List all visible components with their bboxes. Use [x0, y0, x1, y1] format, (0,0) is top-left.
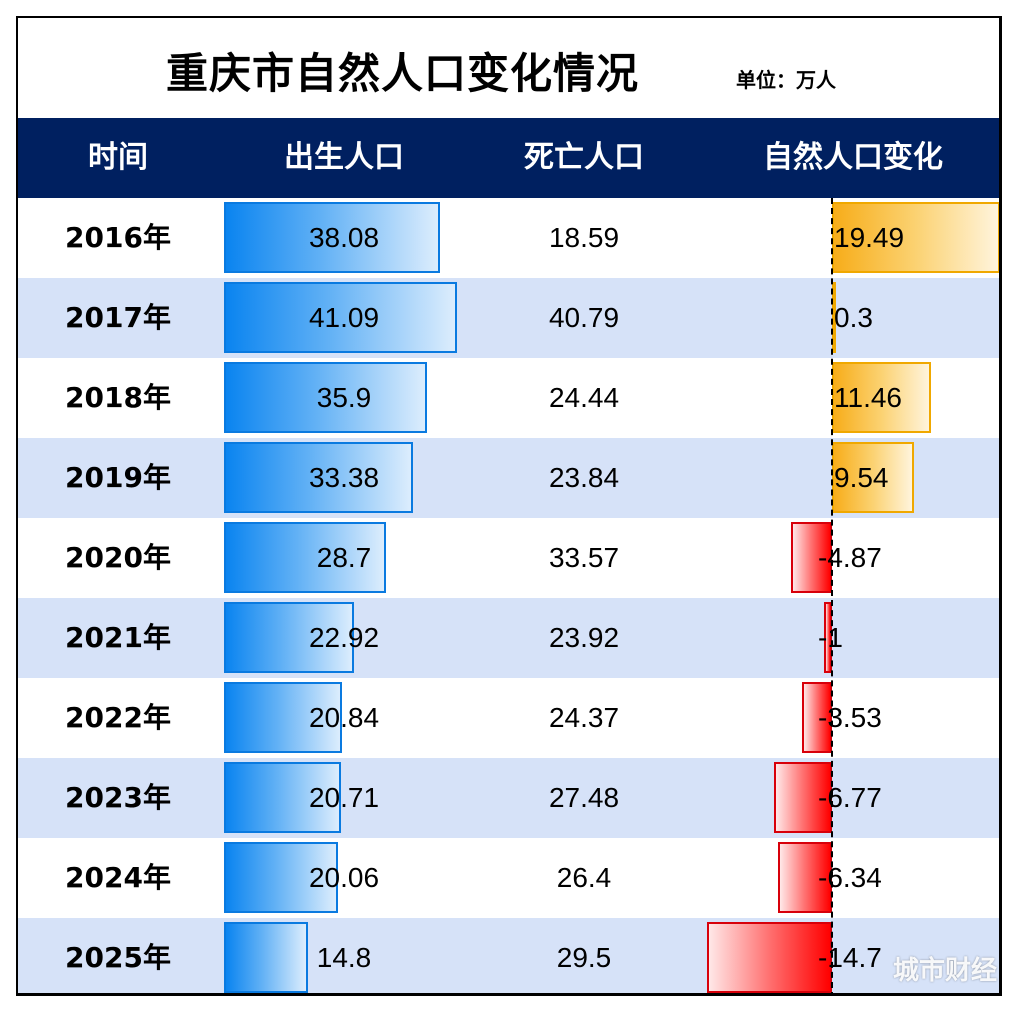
death-value: 26.4	[556, 862, 612, 893]
table-body: 2016年 38.08 18.59 19.49 2017年 41.09 40.79 0.3 20…	[18, 198, 999, 993]
change-value: -1	[818, 622, 843, 653]
change-bar-negative	[774, 762, 832, 833]
table-row: 2024年 20.06 26.4 -6.34	[18, 838, 999, 918]
table-header: 时间 出生人口 死亡人口 自然人口变化	[18, 118, 999, 198]
death-value: 23.92	[548, 622, 620, 653]
change-value: 0.3	[834, 302, 873, 333]
death-value: 23.84	[548, 462, 620, 493]
header-birth: 出生人口	[284, 140, 404, 175]
year-cell: 2018年	[65, 381, 171, 414]
change-value: -6.77	[818, 782, 882, 813]
header-death: 死亡人口	[524, 140, 644, 175]
birth-value: 20.84	[308, 702, 380, 733]
unit-label: 单位：万人	[736, 68, 836, 92]
birth-value: 38.08	[308, 222, 380, 253]
change-bar-negative	[801, 682, 832, 753]
change-bar-positive	[832, 282, 836, 353]
year-cell: 2019年	[65, 461, 171, 494]
table-row: 2018年 35.9 24.44 11.46	[18, 358, 999, 438]
change-value: -3.53	[818, 702, 882, 733]
zero-axis-line	[831, 198, 833, 993]
change-bar-positive	[832, 202, 999, 273]
birth-value: 14.8	[316, 942, 372, 973]
title-row: 重庆市自然人口变化情况 单位：万人	[18, 18, 999, 118]
header-year: 时间	[88, 140, 148, 175]
change-value: 19.49	[834, 222, 905, 253]
table-row: 2016年 38.08 18.59 19.49	[18, 198, 999, 278]
table-row: 2022年 20.84 24.37 -3.53	[18, 678, 999, 758]
table-row: 2025年 14.8 29.5 -14.7	[18, 918, 999, 993]
birth-bar	[224, 522, 387, 593]
birth-bar	[224, 762, 342, 833]
birth-value: 41.09	[308, 302, 380, 333]
birth-bar	[224, 842, 338, 913]
change-bar-positive	[832, 442, 915, 513]
year-cell: 2024年	[65, 861, 171, 894]
birth-bar	[224, 282, 457, 353]
death-value: 18.59	[548, 222, 620, 253]
table-row: 2020年 28.7 33.57 -4.87	[18, 518, 999, 598]
birth-value: 20.06	[308, 862, 380, 893]
table-row: 2019年 33.38 23.84 9.54	[18, 438, 999, 518]
birth-bar	[224, 202, 440, 273]
year-cell: 2017年	[65, 301, 171, 334]
header-change: 自然人口变化	[763, 140, 943, 175]
year-cell: 2025年	[65, 941, 171, 974]
change-value: -6.34	[818, 862, 882, 893]
death-value: 24.37	[548, 702, 620, 733]
death-value: 29.5	[556, 942, 612, 973]
change-value: 11.46	[834, 382, 902, 413]
birth-value: 22.92	[308, 622, 380, 653]
birth-bar	[224, 922, 308, 993]
death-value: 33.57	[548, 542, 620, 573]
change-value: 9.54	[834, 462, 889, 493]
table-row: 2017年 41.09 40.79 0.3	[18, 278, 999, 358]
year-cell: 2022年	[65, 701, 171, 734]
change-bar-negative	[778, 842, 832, 913]
birth-value: 28.7	[316, 542, 372, 573]
change-value: -14.7	[818, 942, 882, 973]
birth-bar	[224, 442, 413, 513]
year-cell: 2023年	[65, 781, 171, 814]
death-value: 27.48	[548, 782, 620, 813]
watermark: 城市财经	[892, 956, 997, 986]
birth-value: 33.38	[308, 462, 380, 493]
birth-value: 35.9	[316, 382, 372, 413]
chart-frame: 重庆市自然人口变化情况 单位：万人 时间 出生人口 死亡人口 自然人口变化 20…	[16, 16, 1002, 996]
year-cell: 2020年	[65, 541, 171, 574]
death-value: 24.44	[548, 382, 620, 413]
chart-title: 重庆市自然人口变化情况	[166, 49, 640, 98]
death-value: 40.79	[548, 302, 620, 333]
birth-bar	[224, 682, 342, 753]
birth-bar	[224, 602, 354, 673]
birth-value: 20.71	[308, 782, 380, 813]
change-bar-negative	[790, 522, 832, 593]
change-bar-negative	[707, 922, 832, 993]
birth-bar	[224, 362, 428, 433]
change-value: -4.87	[818, 542, 882, 573]
table-row: 2023年 20.71 27.48 -6.77	[18, 758, 999, 838]
year-cell: 2016年	[65, 221, 171, 254]
table-row: 2021年 22.92 23.92 -1	[18, 598, 999, 678]
year-cell: 2021年	[65, 621, 171, 654]
